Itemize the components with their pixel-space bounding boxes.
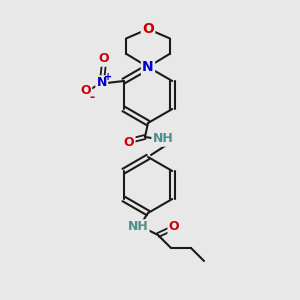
Text: O: O [142, 22, 154, 36]
Text: O: O [124, 136, 134, 148]
Text: O: O [169, 220, 179, 233]
Text: -: - [89, 91, 94, 103]
Text: +: + [104, 72, 112, 82]
Text: N: N [97, 76, 107, 89]
Text: NH: NH [128, 220, 148, 233]
Text: NH: NH [153, 133, 173, 146]
Text: N: N [142, 60, 154, 74]
Text: O: O [98, 52, 109, 65]
Text: O: O [80, 85, 91, 98]
